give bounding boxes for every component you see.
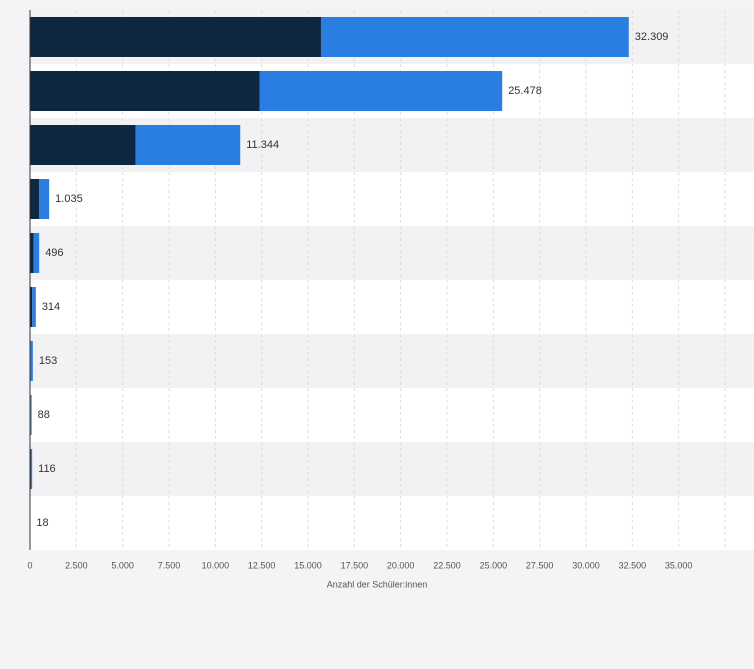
x-tick-label: 32.500	[619, 560, 647, 570]
bar-segment	[33, 233, 40, 273]
x-tick-label: 30.000	[572, 560, 600, 570]
x-tick-label: 27.500	[526, 560, 554, 570]
x-axis-label: Anzahl der Schüler:innen	[327, 579, 428, 589]
bar-segment	[259, 71, 503, 111]
x-tick-label: 12.500	[248, 560, 276, 570]
x-tick-label: 2.500	[65, 560, 88, 570]
value-label: 153	[39, 355, 57, 367]
bar-segment	[320, 17, 629, 57]
x-tick-label: 35.000	[665, 560, 693, 570]
x-tick-label: 10.000	[202, 560, 230, 570]
x-tick-label: 25.000	[480, 560, 508, 570]
row-band	[30, 172, 754, 226]
row-band	[30, 280, 754, 334]
x-tick-label: 22.500	[433, 560, 461, 570]
row-band	[30, 496, 754, 550]
bar-segment	[30, 71, 260, 111]
x-tick-label: 7.500	[158, 560, 181, 570]
bar-segment	[30, 341, 33, 381]
value-label: 1.035	[55, 193, 83, 205]
value-label: 496	[45, 247, 63, 259]
value-label: 116	[38, 463, 56, 475]
bar-segment	[135, 125, 241, 165]
value-label: 25.478	[508, 85, 542, 97]
row-band	[30, 442, 754, 496]
bar-segment	[30, 125, 136, 165]
value-label: 11.344	[246, 139, 279, 151]
value-label: 88	[38, 409, 50, 421]
row-band	[30, 226, 754, 280]
bar-segment	[30, 179, 40, 219]
bar-segment	[39, 179, 50, 219]
bar-segment	[32, 287, 36, 327]
x-tick-label: 0	[27, 560, 32, 570]
value-label: 32.309	[635, 31, 669, 43]
row-band	[30, 334, 754, 388]
x-tick-label: 20.000	[387, 560, 415, 570]
bar-segment	[30, 449, 33, 489]
bar-segment	[30, 287, 33, 327]
bar-segment	[30, 17, 321, 57]
bar-segment	[30, 395, 32, 435]
value-label: 314	[42, 301, 60, 313]
value-label: 18	[36, 517, 48, 529]
x-tick-label: 17.500	[341, 560, 369, 570]
bar-segment	[30, 233, 34, 273]
x-tick-label: 5.000	[111, 560, 134, 570]
x-tick-label: 15.000	[294, 560, 322, 570]
row-band	[30, 388, 754, 442]
